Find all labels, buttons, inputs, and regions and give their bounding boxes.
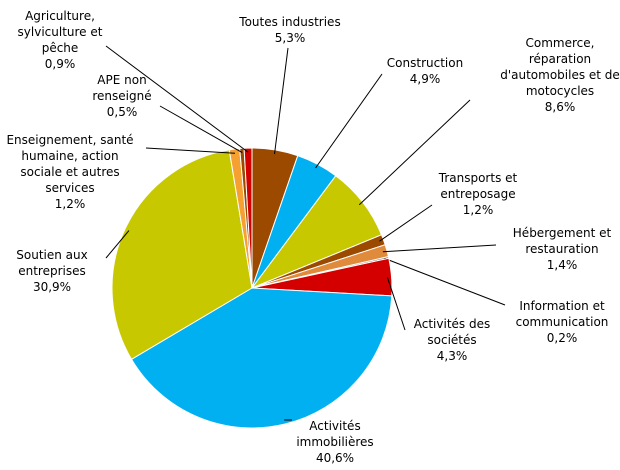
category-label: Construction	[386, 56, 464, 70]
value-label: 5,3%	[274, 31, 306, 45]
slice-label: Enseignement, santé humaine, action soci…	[0, 132, 140, 212]
value-label: 0,2%	[546, 331, 578, 345]
value-label: 4,3%	[436, 349, 468, 363]
slice-label: Hébergement et restauration 1,4%	[502, 225, 620, 273]
slice-label: Soutien aux entreprises 30,9%	[2, 247, 102, 295]
slice-label: Activités immobilières 40,6%	[280, 418, 390, 466]
value-label: 1,4%	[546, 258, 578, 272]
category-label: Hébergement et restauration	[512, 226, 612, 256]
pie-slice	[243, 147, 253, 289]
leader-line	[358, 99, 471, 206]
leader-line	[105, 230, 130, 259]
category-label: APE non renseigné	[92, 73, 152, 103]
slice-label: Agriculture, sylviculture et pêche 0,9%	[0, 8, 120, 72]
value-label: 40,6%	[315, 451, 355, 465]
value-label: 1,2%	[462, 203, 494, 217]
leader-line	[315, 73, 383, 169]
category-label: Soutien aux entreprises	[16, 248, 88, 278]
leader-line	[105, 45, 249, 153]
category-label: Agriculture, sylviculture et pêche	[17, 9, 103, 55]
pie-slice	[111, 149, 253, 360]
slice-label: Toutes industries 5,3%	[225, 14, 355, 46]
leader-line	[386, 277, 406, 331]
category-label: Toutes industries	[239, 15, 341, 29]
category-label: Enseignement, santé humaine, action soci…	[6, 133, 134, 195]
leader-line	[274, 47, 289, 155]
category-label: Activités immobilières	[296, 419, 374, 449]
slice-label: Activités des sociétés 4,3%	[402, 316, 502, 364]
category-label: Activités des sociétés	[413, 317, 491, 347]
value-label: 1,2%	[54, 197, 86, 211]
category-label: Commerce, réparation d'automobiles et de…	[500, 36, 620, 98]
category-label: Transports et entreposage	[438, 171, 518, 201]
slice-label: Commerce, réparation d'automobiles et de…	[495, 35, 620, 115]
leader-line	[379, 204, 433, 242]
value-label: 4,9%	[409, 72, 441, 86]
value-label: 0,9%	[44, 57, 76, 71]
slice-label: APE non renseigné 0,5%	[72, 72, 172, 120]
leader-line	[145, 147, 236, 154]
category-label: Information et communication	[515, 299, 609, 329]
pie-slice	[130, 287, 393, 429]
value-label: 0,5%	[106, 105, 138, 119]
leader-line	[159, 105, 243, 153]
leader-line	[384, 257, 506, 306]
value-label: 8,6%	[544, 100, 576, 114]
slice-label: Transports et entreposage 1,2%	[423, 170, 533, 218]
slice-label: Construction 4,9%	[370, 55, 480, 87]
slice-label: Information et communication 0,2%	[507, 298, 617, 346]
leader-line	[382, 244, 497, 253]
value-label: 30,9%	[32, 280, 72, 294]
